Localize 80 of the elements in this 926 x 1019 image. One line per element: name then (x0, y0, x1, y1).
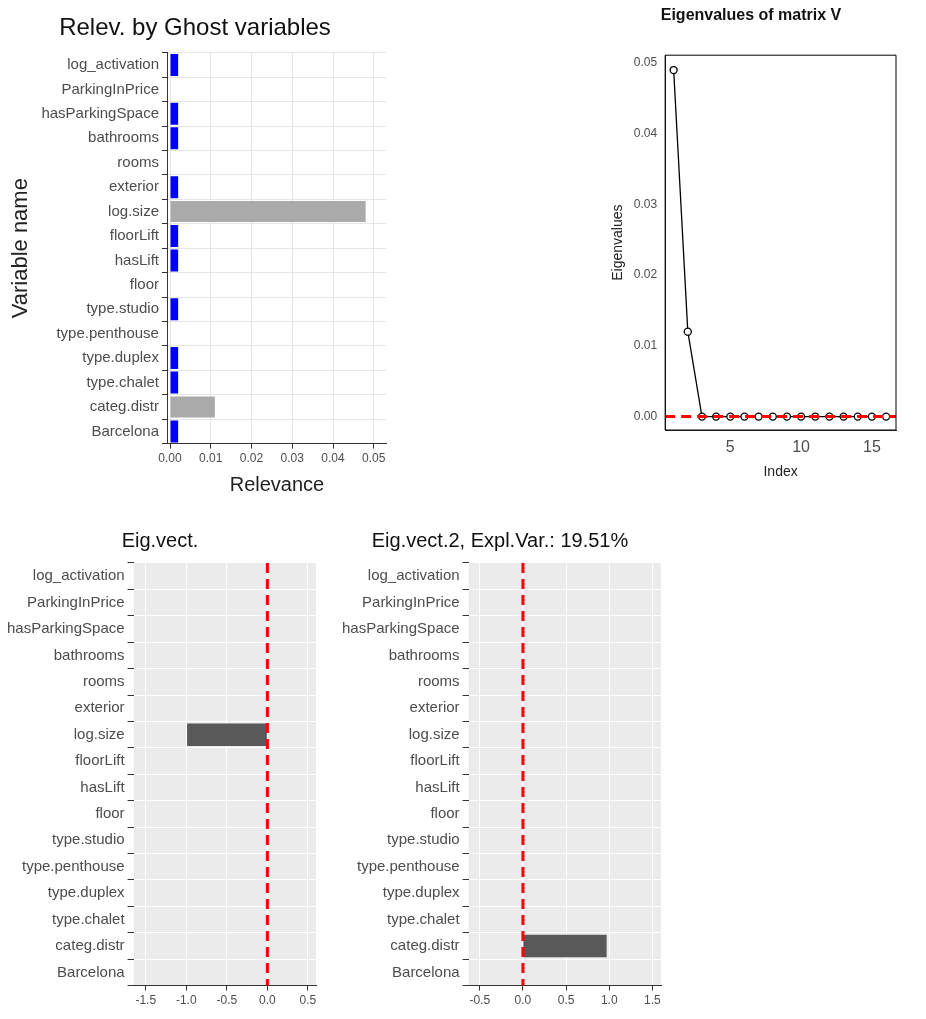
y-tick-label: type.penthouse (21, 856, 125, 874)
x-tick-label: 0.5 (557, 993, 575, 1008)
y-tick-label: 0.04 (633, 126, 658, 141)
y-tick-label: hasLift (114, 250, 160, 268)
y-tick-label: exterior (74, 698, 125, 716)
y-tick-label: floor (129, 274, 159, 292)
x-axis-title: Relevance (229, 472, 325, 495)
y-tick-label: type.chalet (52, 909, 126, 927)
y-tick-label: hasParkingSpace (342, 619, 460, 637)
y-tick-label: bathrooms (88, 128, 159, 146)
x-tick-label: 0.0 (514, 993, 532, 1008)
y-tick-label: log_activation (32, 566, 125, 584)
y-tick-label: type.chalet (387, 909, 461, 927)
y-tick-label: type.duplex (82, 348, 160, 366)
chart-title: Eig.vect.2, Expl.Var.: 19.51% (371, 528, 629, 551)
y-tick-label: type.chalet (86, 372, 160, 390)
y-tick-label: ParkingInPrice (362, 592, 460, 610)
y-axis-title: Variable name (7, 178, 33, 319)
x-tick-label: 0.04 (321, 451, 346, 466)
y-tick-label: bathrooms (388, 645, 460, 663)
y-tick-label: categ.distr (55, 936, 125, 954)
y-tick-label: categ.distr (390, 936, 460, 954)
y-tick-label: type.penthouse (56, 323, 159, 341)
x-tick-label: 0.5 (299, 993, 317, 1008)
y-tick-label: type.studio (387, 830, 460, 848)
y-tick-label: Barcelona (91, 421, 160, 439)
y-tick-label: 0.05 (633, 55, 658, 70)
y-tick-label: hasParkingSpace (41, 104, 159, 121)
y-tick-label: type.studio (86, 299, 159, 317)
x-tick-label: -0.5 (469, 993, 491, 1008)
y-tick-label: floor (95, 804, 125, 822)
y-tick-label: 0.00 (633, 408, 658, 423)
x-tick-label: 1.0 (600, 993, 618, 1008)
y-tick-label: type.studio (52, 830, 125, 848)
y-tick-label: ParkingInPrice (27, 592, 125, 610)
x-tick-label: 10 (792, 438, 811, 456)
y-tick-label: Barcelona (57, 962, 126, 980)
y-tick-label: rooms (82, 672, 125, 689)
x-tick-label: -0.5 (216, 993, 238, 1008)
x-axis-title: Index (763, 463, 798, 480)
y-tick-label: ParkingInPrice (61, 79, 159, 97)
chart-title: Eig.vect. (121, 528, 199, 551)
x-tick-label: 0.01 (199, 451, 223, 466)
y-tick-label: rooms (117, 152, 159, 170)
y-tick-label: 0.02 (633, 267, 658, 282)
x-tick-label: 0.02 (239, 451, 264, 466)
x-tick-label: 0.00 (158, 451, 183, 466)
x-tick-label: 1.5 (644, 993, 662, 1008)
y-tick-label: 0.01 (633, 338, 658, 353)
y-tick-label: type.penthouse (356, 856, 460, 874)
chart-title: Eigenvalues of matrix V (660, 6, 842, 24)
y-tick-label: bathrooms (53, 645, 125, 663)
y-tick-label: floorLift (109, 226, 160, 244)
x-tick-label: 0.0 (259, 993, 277, 1008)
x-tick-label: 5 (725, 438, 735, 456)
y-tick-label: floorLift (75, 751, 126, 769)
x-tick-label: -1.0 (175, 993, 197, 1008)
y-tick-label: hasLift (80, 777, 126, 795)
y-tick-label: rooms (417, 672, 460, 689)
x-tick-label: -1.5 (135, 993, 157, 1008)
y-tick-label: log.size (73, 724, 125, 742)
y-tick-label: categ.distr (89, 397, 159, 415)
y-tick-label: hasParkingSpace (7, 619, 125, 637)
chart-title: Relev. by Ghost variables (59, 13, 331, 41)
y-tick-label: hasLift (415, 777, 461, 795)
y-tick-label: type.duplex (47, 883, 126, 901)
y-tick-label: log.size (408, 724, 460, 742)
x-tick-label: 0.03 (280, 451, 305, 466)
y-tick-label: 0.03 (633, 196, 658, 211)
y-tick-label: log.size (108, 201, 159, 219)
y-tick-label: exterior (108, 177, 159, 195)
y-tick-label: floor (430, 804, 460, 822)
y-tick-label: Barcelona (392, 962, 461, 980)
y-axis-title: Eigenvalues (609, 204, 626, 281)
x-tick-label: 15 (863, 438, 881, 456)
y-tick-label: log_activation (367, 566, 460, 584)
y-tick-label: type.duplex (382, 883, 461, 901)
y-tick-label: floorLift (410, 751, 461, 769)
y-tick-label: exterior (409, 698, 460, 716)
y-tick-label: log_activation (67, 55, 159, 73)
